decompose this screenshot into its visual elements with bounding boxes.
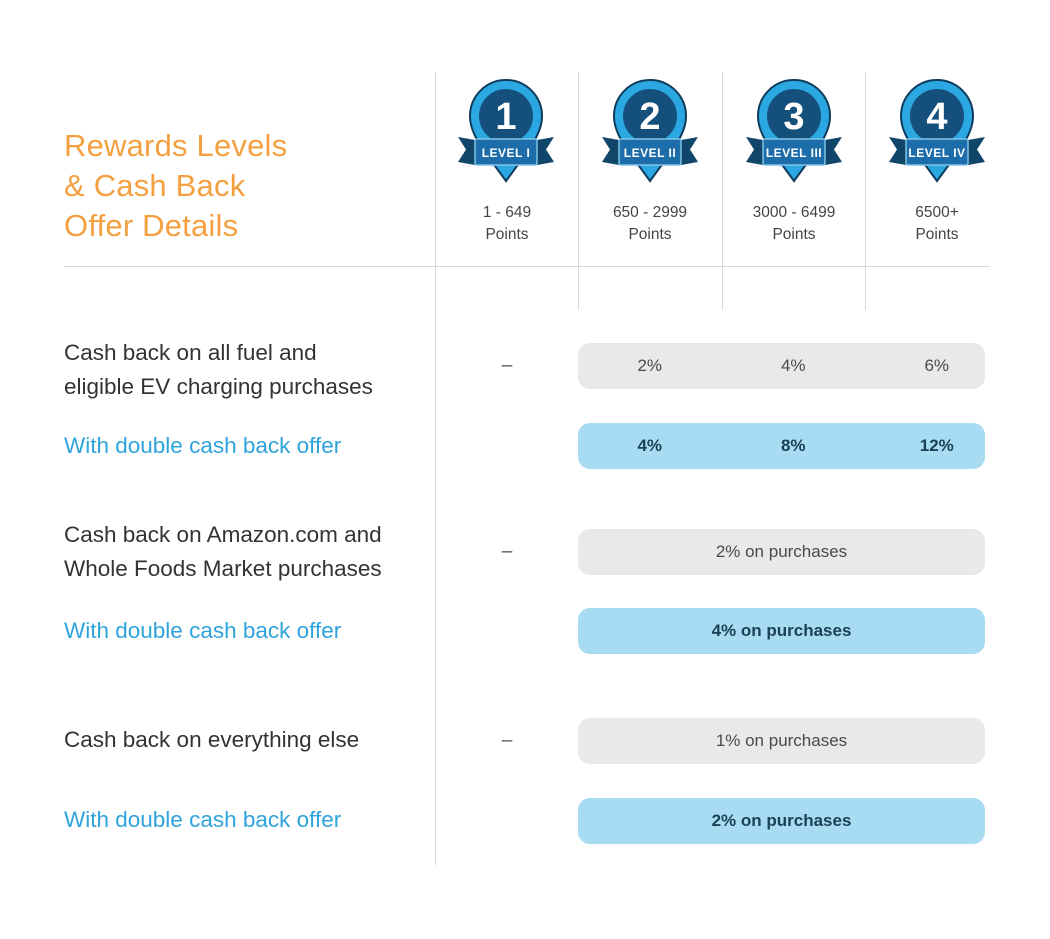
column-divider <box>722 72 723 310</box>
level-1-no-reward-dash: – <box>501 541 513 562</box>
page-title-line: & Cash Back <box>64 168 246 203</box>
level-ribbon-label: LEVEL II <box>624 146 676 160</box>
level-number: 4 <box>926 96 947 138</box>
double-rate-pill-amazon: 4% on purchases <box>578 608 985 654</box>
level-1-no-reward-dash: – <box>501 730 513 751</box>
level-2-badge-icon: 2 LEVEL II <box>602 78 698 183</box>
points-value: 6500+ <box>915 204 959 221</box>
points-value: 3000 - 6499 <box>752 204 836 221</box>
level-number: 1 <box>495 96 516 138</box>
page-title-line: Offer Details <box>64 208 239 243</box>
points-unit: Points <box>915 226 959 243</box>
level-4-badge-icon: 4 LEVEL IV <box>889 78 985 183</box>
standard-rate-pill-amazon: 2% on purchases <box>578 529 985 575</box>
points-unit: Points <box>628 226 672 243</box>
level-ribbon-label: LEVEL I <box>482 146 531 160</box>
double-offer-label-everything: With double cash back offer <box>64 807 342 832</box>
rate-value: 4% on purchases <box>711 621 852 640</box>
standard-rate-pill-fuel: 2% 4% 6% <box>578 343 985 389</box>
column-divider <box>578 72 579 310</box>
rate-value: 4% <box>637 436 663 455</box>
rate-value: 1% on purchases <box>715 731 848 750</box>
level-2-points-range: 650 - 2999 Points <box>578 202 722 246</box>
row-label-fuel-ev: Cash back on all fuel and eligible EV ch… <box>64 336 373 404</box>
rate-value: 2% on purchases <box>711 811 852 830</box>
points-value: 1 - 649 <box>482 204 532 221</box>
row-label-everything-else: Cash back on everything else <box>64 723 359 757</box>
column-divider <box>865 72 866 310</box>
double-rate-pill-everything: 2% on purchases <box>578 798 985 844</box>
points-value: 650 - 2999 <box>612 204 688 221</box>
rate-value: 6% <box>924 356 950 375</box>
level-3-badge-icon: 3 LEVEL III <box>746 78 842 183</box>
page-title-line: Rewards Levels <box>64 128 288 163</box>
rate-value: 12% <box>919 436 954 455</box>
main-column-divider <box>435 72 436 865</box>
row-label-line: eligible EV charging purchases <box>64 374 373 399</box>
row-label-line: Cash back on everything else <box>64 727 360 752</box>
level-3-points-range: 3000 - 6499 Points <box>722 202 866 246</box>
points-unit: Points <box>772 226 816 243</box>
page-title: Rewards Levels & Cash Back Offer Details <box>64 126 287 246</box>
double-offer-label-amazon: With double cash back offer <box>64 618 342 643</box>
level-4-points-range: 6500+ Points <box>865 202 1009 246</box>
points-unit: Points <box>485 226 529 243</box>
double-offer-label-fuel: With double cash back offer <box>64 433 342 458</box>
level-1-points-range: 1 - 649 Points <box>435 202 579 246</box>
row-label-line: Cash back on Amazon.com and <box>64 522 382 547</box>
row-label-line: Whole Foods Market purchases <box>64 556 382 581</box>
standard-rate-pill-everything: 1% on purchases <box>578 718 985 764</box>
header-divider <box>64 266 990 267</box>
double-rate-pill-fuel: 4% 8% 12% <box>578 423 985 469</box>
rate-value: 2% <box>637 356 663 375</box>
level-number: 2 <box>639 96 660 138</box>
rate-value: 8% <box>780 436 806 455</box>
row-label-amazon-wfm: Cash back on Amazon.com and Whole Foods … <box>64 518 382 586</box>
level-ribbon-label: LEVEL III <box>766 146 822 160</box>
level-1-badge-icon: 1 LEVEL I <box>458 78 554 183</box>
rate-value: 2% on purchases <box>715 542 848 561</box>
level-number: 3 <box>783 96 804 138</box>
rate-value: 4% <box>780 356 806 375</box>
level-ribbon-label: LEVEL IV <box>908 146 965 160</box>
level-1-no-reward-dash: – <box>501 355 513 376</box>
row-label-line: Cash back on all fuel and <box>64 340 317 365</box>
